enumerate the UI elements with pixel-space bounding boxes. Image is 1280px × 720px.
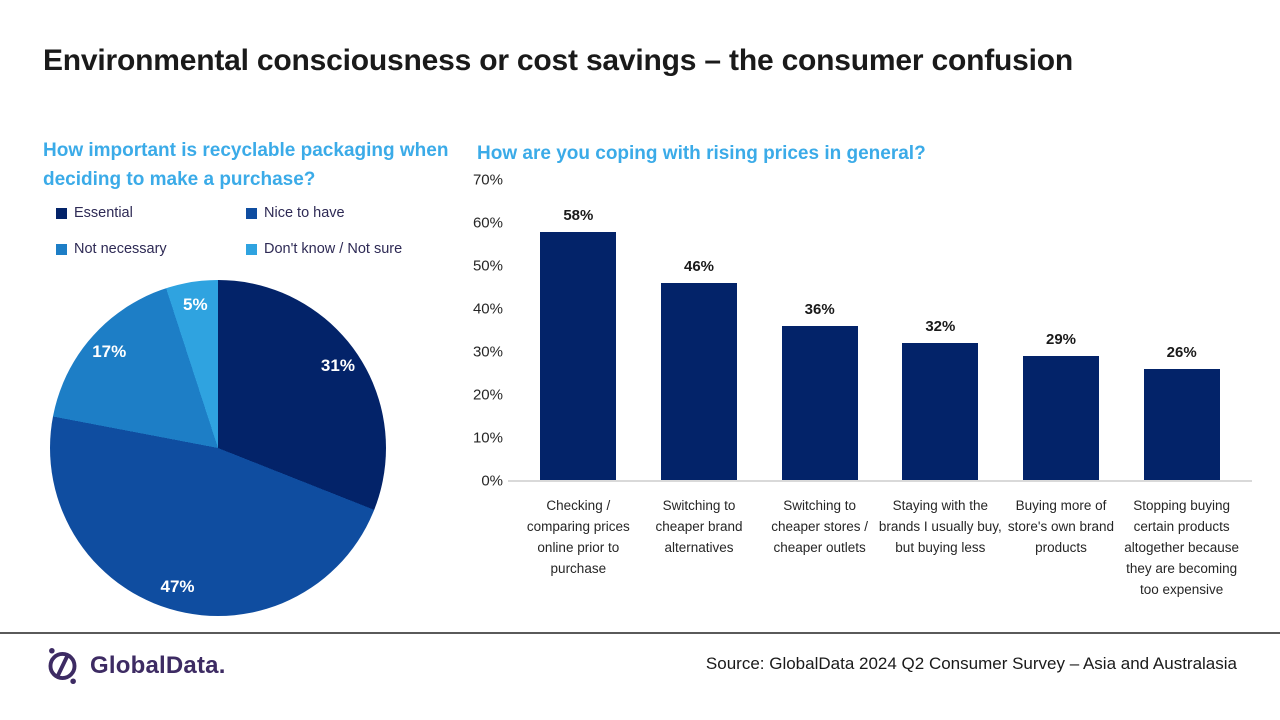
globaldata-logo-icon (44, 646, 81, 686)
y-axis-tick: 10% (472, 429, 503, 447)
legend-label: Essential (74, 205, 133, 221)
x-axis-category-label: Checking / comparing prices online prior… (526, 498, 630, 576)
legend-swatch (56, 243, 67, 255)
bar-value-label: 36% (804, 301, 835, 319)
bar-value-label: 58% (563, 206, 594, 224)
legend-item: Nice to have (246, 205, 345, 221)
pie-legend: Essential Nice to have Not necessary Don't … (56, 205, 436, 271)
pie-slice-label: 47% (160, 577, 195, 597)
x-axis-category-label: Switching to cheaper stores / cheaper ou… (771, 498, 869, 555)
bar-value-label: 29% (1045, 331, 1077, 349)
legend-label: Don't know / Not sure (264, 241, 403, 257)
legend-swatch (56, 207, 67, 219)
bar-chart-title: How are you coping with rising prices in… (477, 143, 926, 164)
footer-divider (0, 632, 1280, 634)
x-axis-category-label: Staying with the brands I usually buy, b… (878, 498, 1002, 555)
x-axis-category-label: Stopping buying certain products altoget… (1124, 498, 1240, 597)
legend-item: Not necessary (56, 241, 167, 257)
y-axis-tick: 20% (472, 386, 503, 404)
globaldata-logo-text: GlobalData. (90, 652, 226, 679)
bar (540, 231, 617, 481)
legend-swatch (246, 243, 257, 255)
bar (1143, 369, 1220, 481)
bar (781, 326, 858, 481)
legend-item: Essential (56, 205, 133, 221)
x-axis-category-label: Switching to cheaper brand alternatives (655, 498, 743, 555)
page-title: Environmental consciousness or cost savi… (43, 44, 1073, 77)
bar-value-label: 32% (925, 318, 956, 336)
legend-label: Nice to have (264, 205, 345, 221)
pie-slice-label: 5% (183, 294, 208, 314)
bar (902, 343, 979, 481)
legend-label: Not necessary (74, 241, 167, 257)
y-axis-tick: 30% (472, 343, 503, 361)
y-axis-tick: 50% (472, 257, 503, 275)
pie-chart: 31% 47% 17% 5% (50, 280, 386, 616)
bar (1023, 356, 1099, 481)
x-axis-line (508, 480, 1252, 482)
bar (661, 283, 737, 481)
source-text: Source: GlobalData 2024 Q2 Consumer Surv… (705, 654, 1237, 673)
y-axis-tick: 60% (472, 214, 503, 232)
y-axis-tick: 0% (481, 472, 503, 490)
legend-item: Don't know / Not sure (246, 241, 402, 257)
pie-chart-title: How important is recyclable packaging wh… (43, 140, 449, 190)
bar-value-label: 26% (1166, 344, 1197, 362)
y-axis-tick: 70% (472, 171, 503, 189)
legend-swatch (246, 207, 257, 219)
bar-value-label: 46% (683, 258, 715, 276)
y-axis-tick: 40% (472, 300, 503, 318)
globaldata-logo: GlobalData. (44, 646, 226, 686)
pie-slice-label: 17% (92, 342, 127, 362)
x-axis-category-label: Buying more of store's own brand product… (1007, 498, 1115, 555)
pie-slice-label: 31% (320, 356, 355, 376)
